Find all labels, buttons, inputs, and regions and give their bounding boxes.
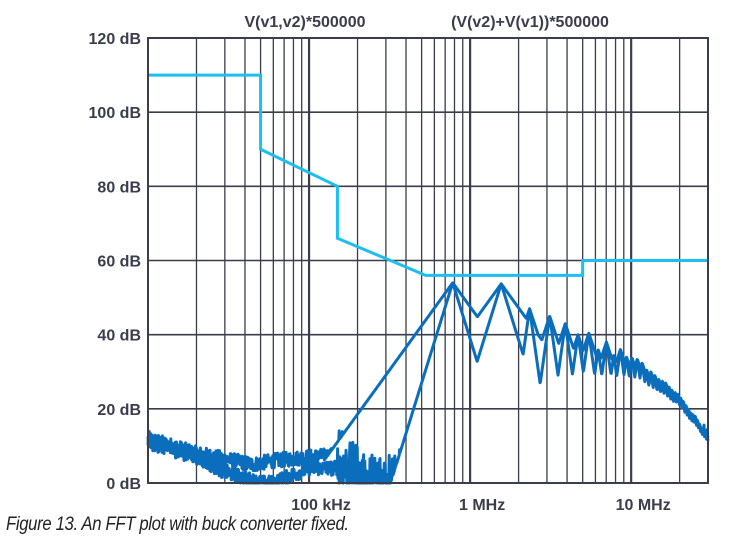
legend-entry: V(v1,v2)*500000 <box>245 14 366 31</box>
y-tick-label: 60 dB <box>97 254 141 271</box>
y-tick-label: 80 dB <box>97 179 141 196</box>
y-tick-label: 0 dB <box>106 476 141 493</box>
y-tick-labels: 0 dB 20 dB 40 dB 60 dB 80 dB 100 dB 120 dB <box>89 31 141 493</box>
y-tick-label: 120 dB <box>89 31 141 48</box>
x-tick-label: 10 MHz <box>616 497 671 514</box>
spectrum-traces <box>146 281 710 485</box>
legend-entry: (V(v2)+V(v1))*500000 <box>451 14 609 31</box>
limit-line-group <box>148 73 708 277</box>
plot-frame <box>147 37 709 484</box>
x-tick-labels: 100 kHz 1 MHz 10 MHz <box>291 497 670 514</box>
y-tick-label: 40 dB <box>97 328 141 345</box>
legend: V(v1,v2)*500000 (V(v2)+V(v1))*500000 <box>245 14 610 31</box>
limit-line <box>148 73 708 277</box>
y-tick-label: 20 dB <box>97 402 141 419</box>
figure-caption: Figure 13. An FFT plot with buck convert… <box>6 514 349 535</box>
x-tick-label: 1 MHz <box>459 497 505 514</box>
x-tick-label: 100 kHz <box>291 497 351 514</box>
y-tick-label: 100 dB <box>89 105 141 122</box>
spectrum-trace-2 <box>146 281 710 485</box>
